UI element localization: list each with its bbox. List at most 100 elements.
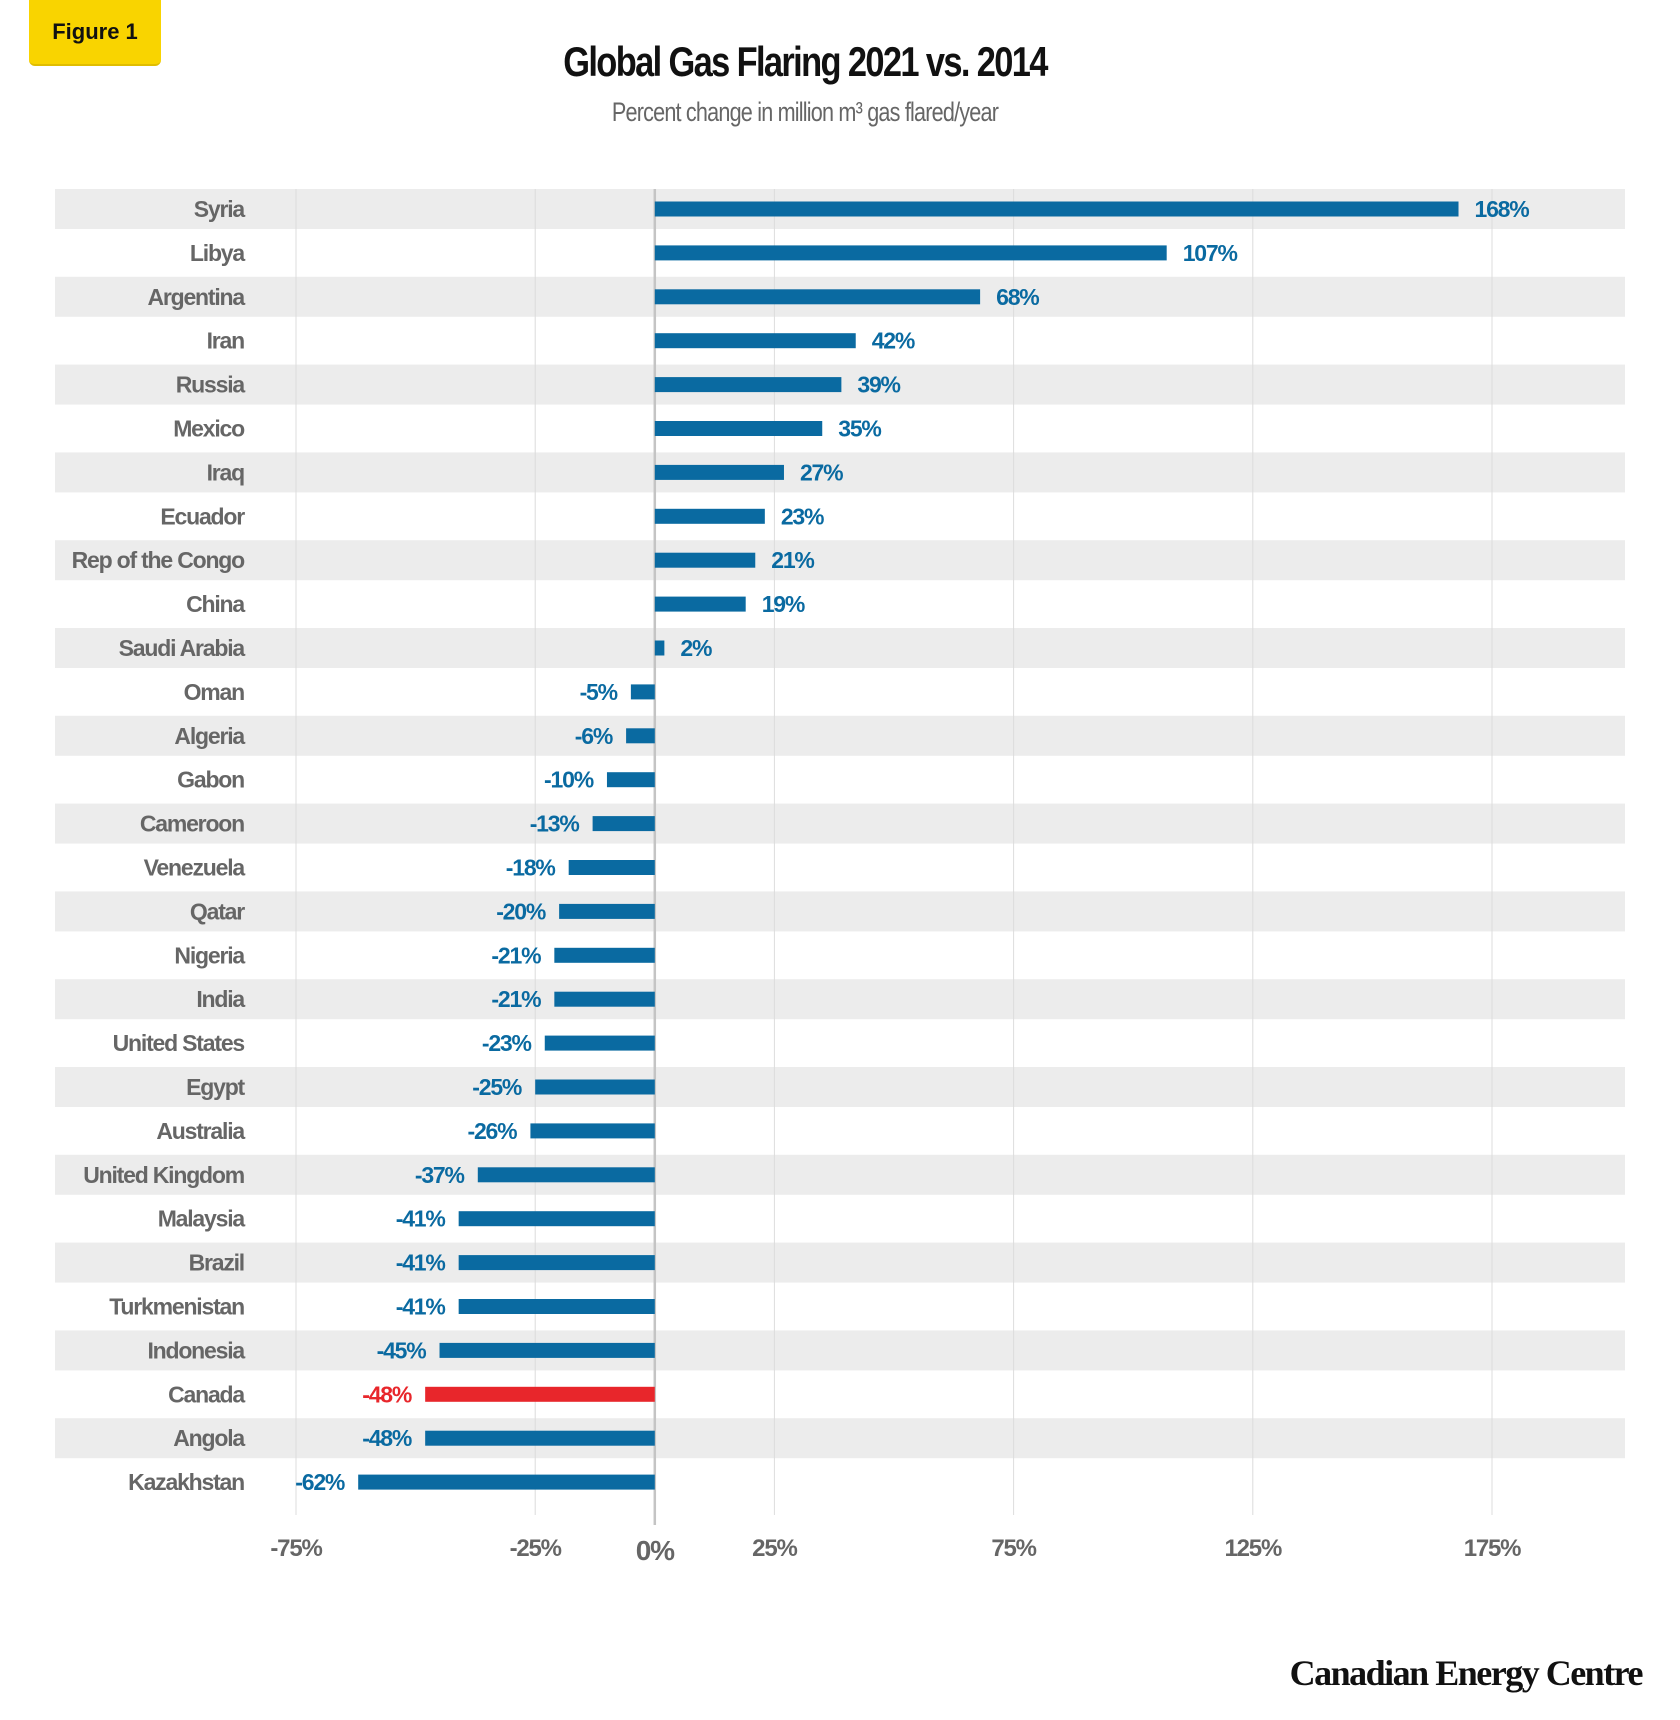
bar-mexico [654, 421, 823, 436]
x-tick-label: 25% [752, 1535, 797, 1562]
bar-algeria [626, 728, 655, 744]
category-label: United States [113, 1030, 245, 1056]
category-label: Brazil [189, 1250, 244, 1276]
data-label: -20% [496, 898, 546, 924]
data-label: -48% [362, 1425, 412, 1451]
data-label: -41% [396, 1206, 446, 1232]
data-label: 168% [1475, 196, 1530, 222]
bar-rep-of-the-congo [654, 552, 756, 568]
bar-saudi-arabia [654, 640, 665, 656]
category-label: Russia [176, 372, 246, 398]
row-band [55, 803, 1625, 844]
row-band [55, 979, 1625, 1020]
category-label: Venezuela [144, 855, 246, 881]
bar-oman [630, 684, 655, 700]
bar-brazil [458, 1255, 655, 1271]
data-label: -37% [415, 1162, 465, 1188]
category-label: Kazakhstan [128, 1469, 244, 1495]
canadian-energy-centre-logo: Canadian Energy Centre [1289, 1653, 1644, 1693]
x-tick-label: -25% [510, 1535, 562, 1562]
data-label: 39% [857, 372, 900, 398]
x-tick-label: 0% [636, 1535, 675, 1566]
chart-title: Global Gas Flaring 2021 vs. 2014 [563, 38, 1048, 85]
category-label: India [196, 986, 245, 1012]
category-label: Gabon [177, 767, 244, 793]
category-label: Algeria [174, 723, 245, 749]
data-label: -21% [491, 986, 541, 1012]
data-label: -25% [472, 1074, 522, 1100]
bar-egypt [535, 1079, 655, 1095]
x-tick-label: 175% [1464, 1535, 1521, 1562]
row-band [55, 1330, 1625, 1371]
row-band [55, 452, 1625, 493]
row-band [55, 1067, 1625, 1107]
data-label: -13% [530, 811, 580, 837]
bar-iran [654, 333, 856, 349]
data-label: -48% [362, 1381, 412, 1407]
x-tick-label: -75% [270, 1535, 322, 1562]
bar-qatar [559, 903, 655, 919]
category-label: Mexico [173, 416, 245, 442]
bar-argentina [654, 289, 981, 305]
data-label: -18% [506, 855, 556, 881]
data-label: -21% [491, 942, 541, 968]
category-label: Syria [194, 196, 246, 222]
category-label: Turkmenistan [109, 1294, 244, 1320]
data-label: -10% [544, 767, 594, 793]
bar-turkmenistan [458, 1299, 655, 1314]
bar-india [554, 991, 655, 1007]
bar-venezuela [568, 860, 655, 875]
row-band [55, 1418, 1625, 1459]
bar-libya [654, 245, 1167, 261]
data-label: -26% [468, 1118, 518, 1144]
data-label: -23% [482, 1030, 532, 1056]
bar-indonesia [439, 1342, 655, 1358]
bar-united-kingdom [477, 1167, 655, 1183]
bar-malaysia [458, 1211, 655, 1227]
category-label: China [186, 591, 245, 617]
row-band [55, 628, 1625, 668]
data-label: 107% [1183, 240, 1238, 266]
data-label: -5% [580, 679, 618, 705]
bar-syria [654, 201, 1459, 217]
category-label: Saudi Arabia [119, 635, 246, 661]
bar-cameroon [592, 816, 655, 832]
bar-united-states [544, 1035, 655, 1051]
category-label: United Kingdom [83, 1162, 245, 1188]
data-label: 21% [771, 547, 814, 573]
category-label: Ecuador [160, 503, 245, 529]
bar-australia [530, 1123, 655, 1139]
data-label: -41% [396, 1294, 446, 1320]
data-label: -6% [575, 723, 613, 749]
bar-iraq [654, 464, 784, 480]
data-label: 19% [762, 591, 805, 617]
category-label: Qatar [190, 898, 245, 924]
category-label: Oman [184, 679, 245, 705]
bar-angola [425, 1430, 655, 1446]
x-tick-label: 125% [1225, 1535, 1282, 1562]
category-label: Angola [173, 1425, 245, 1451]
data-label: -62% [295, 1469, 345, 1495]
category-label: Malaysia [158, 1206, 246, 1232]
bar-nigeria [554, 947, 655, 963]
category-label: Iran [207, 328, 245, 354]
category-label: Cameroon [140, 811, 244, 837]
category-label: Rep of the Congo [72, 547, 246, 573]
bar-china [654, 596, 746, 612]
row-band [55, 891, 1625, 932]
data-label: 42% [872, 328, 915, 354]
category-label: Egypt [186, 1074, 245, 1100]
bar-canada [425, 1386, 655, 1402]
row-band [55, 1242, 1625, 1283]
bar-ecuador [654, 508, 765, 524]
data-label: 23% [781, 503, 824, 529]
row-band [55, 715, 1625, 756]
category-label: Canada [168, 1381, 245, 1407]
figure-badge: Figure 1 [29, 0, 161, 66]
row-band [55, 1154, 1625, 1195]
data-label: 35% [838, 416, 881, 442]
category-label: Libya [190, 240, 245, 266]
bar-russia [654, 377, 842, 393]
data-label: 27% [800, 459, 843, 485]
